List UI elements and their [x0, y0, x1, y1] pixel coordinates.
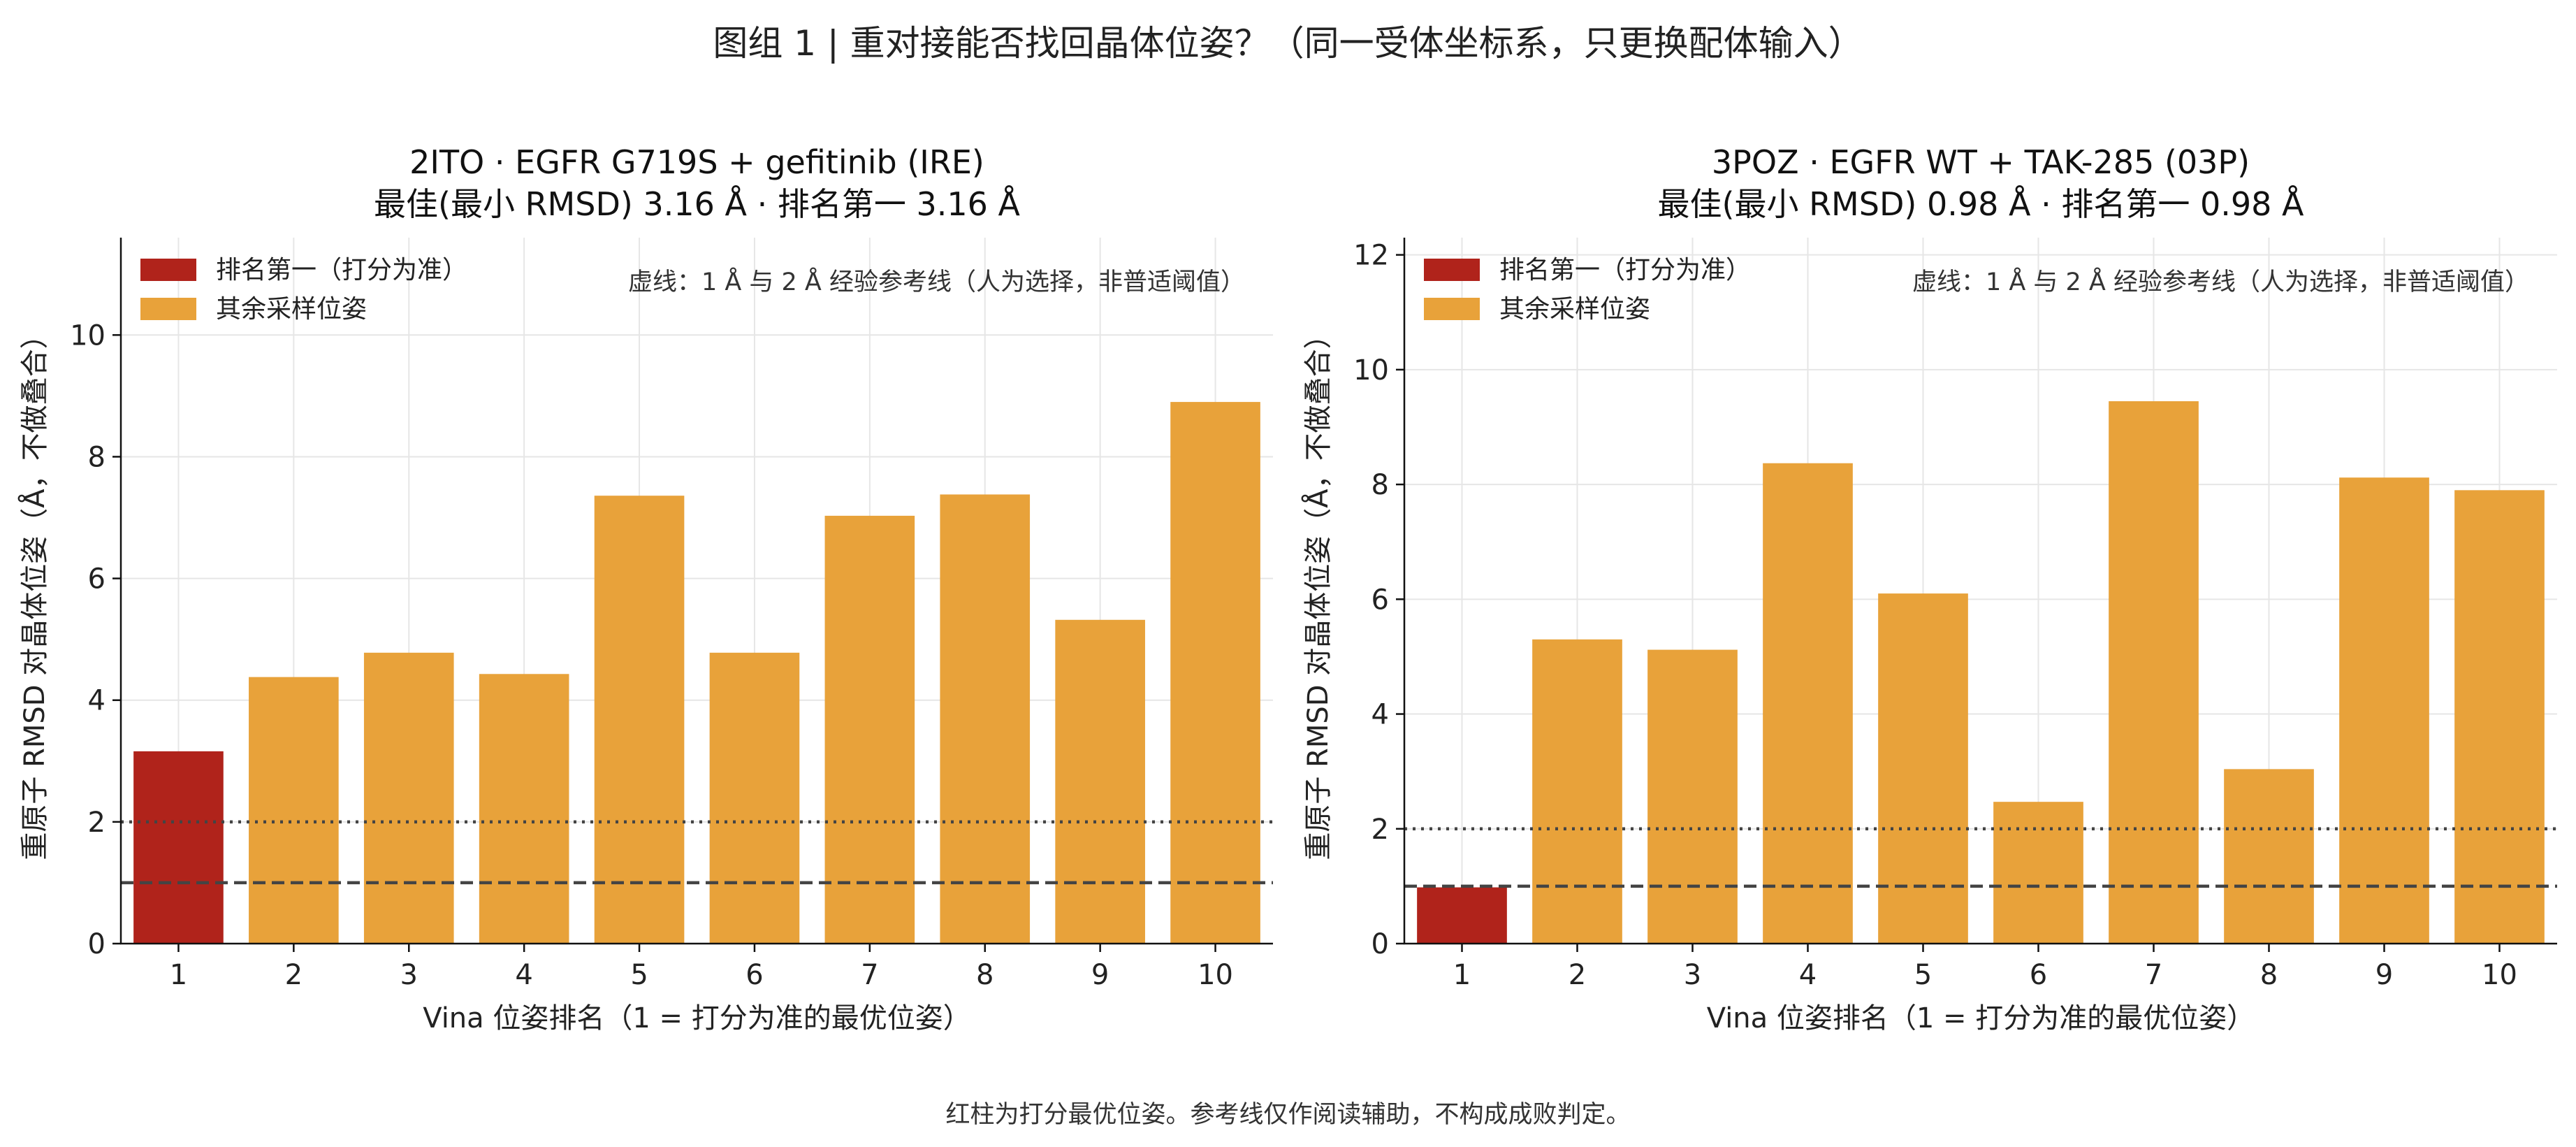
y-tick-label: 10: [70, 319, 105, 352]
bar-pose-6: [1993, 802, 2083, 944]
y-tick-label: 4: [1371, 699, 1389, 731]
x-tick-label: 8: [2260, 959, 2278, 991]
legend-swatch-2: [1424, 298, 1480, 320]
chart-title: 2ITO · EGFR G719S + gefitinib (IRE): [409, 143, 984, 181]
y-tick-label: 0: [1371, 928, 1389, 960]
y-tick-label: 2: [88, 807, 105, 839]
legend-label-2: 其余采样位姿: [216, 295, 367, 324]
bar-pose-7: [824, 515, 915, 944]
bar-pose-9: [1055, 619, 1145, 944]
x-tick-label: 5: [1914, 959, 1932, 991]
y-tick-label: 6: [88, 563, 105, 596]
legend-label-2: 其余采样位姿: [1499, 295, 1650, 324]
x-tick-label: 3: [1684, 959, 1701, 991]
bar-pose-3: [1647, 649, 1738, 944]
y-tick-label: 10: [1353, 354, 1389, 387]
x-tick-label: 1: [1453, 959, 1471, 991]
bar-pose-10: [1170, 402, 1260, 944]
x-tick-label: 10: [1198, 959, 1233, 991]
x-tick-label: 4: [515, 959, 532, 991]
bar-pose-2: [249, 677, 339, 944]
legend-label-1: 排名第一（打分为准）: [1499, 256, 1751, 284]
bar-pose-8: [2224, 769, 2314, 944]
x-tick-label: 1: [170, 959, 187, 991]
figure-footer: 红柱为打分最优位姿。参考线仅作阅读辅助，不构成成败判定。: [945, 1101, 1631, 1129]
x-tick-label: 9: [2375, 959, 2393, 991]
x-tick-label: 10: [2482, 959, 2517, 991]
x-tick-label: 6: [2030, 959, 2047, 991]
chart-subtitle: 最佳(最小 RMSD) 0.98 Å · 排名第一 0.98 Å: [1658, 185, 2304, 223]
bar-pose-3: [363, 652, 454, 944]
y-tick-label: 4: [88, 685, 105, 717]
bar-pose-5: [594, 496, 685, 944]
legend-label-1: 排名第一（打分为准）: [216, 256, 467, 284]
bar-pose-4: [479, 674, 569, 944]
y-tick-label: 2: [1371, 814, 1389, 846]
x-tick-label: 8: [976, 959, 994, 991]
x-tick-label: 7: [2145, 959, 2162, 991]
bar-pose-6: [709, 652, 800, 944]
bar-pose-5: [1878, 593, 1968, 944]
x-tick-label: 2: [285, 959, 303, 991]
bar-pose-1: [1417, 887, 1507, 944]
x-tick-label: 7: [861, 959, 878, 991]
figure-title: 图组 1 | 重对接能否找回晶体位姿？（同一受体坐标系，只更换配体输入）: [713, 23, 1863, 64]
x-tick-label: 6: [745, 959, 763, 991]
bar-pose-7: [2109, 401, 2199, 944]
y-tick-label: 0: [88, 928, 105, 960]
bar-pose-1: [133, 751, 224, 944]
y-axis-label: 重原子 RMSD 对晶体位姿（Å，不做叠合）: [17, 321, 51, 860]
reference-note: 虚线：1 Å 与 2 Å 经验参考线（人为选择，非普适阈值）: [628, 266, 1245, 296]
bar-pose-9: [2339, 477, 2429, 944]
chart-subtitle: 最佳(最小 RMSD) 3.16 Å · 排名第一 3.16 Å: [374, 185, 1020, 223]
y-tick-label: 8: [88, 441, 105, 473]
legend-swatch-2: [140, 298, 196, 320]
bar-pose-4: [1763, 463, 1853, 944]
x-axis-label: Vina 位姿排名（1 = 打分为准的最优位姿）: [1707, 1002, 2255, 1034]
bar-pose-2: [1532, 639, 1622, 944]
reference-note: 虚线：1 Å 与 2 Å 经验参考线（人为选择，非普适阈值）: [1912, 266, 2529, 296]
x-tick-label: 2: [1569, 959, 1586, 991]
chart-title: 3POZ · EGFR WT + TAK-285 (03P): [1712, 143, 2250, 181]
legend-swatch-1: [1424, 259, 1480, 281]
bar-pose-10: [2454, 490, 2545, 944]
x-tick-label: 4: [1799, 959, 1817, 991]
y-tick-label: 12: [1353, 240, 1389, 272]
x-tick-label: 9: [1091, 959, 1109, 991]
bar-pose-8: [940, 494, 1031, 944]
x-tick-label: 3: [400, 959, 418, 991]
legend-swatch-1: [140, 259, 196, 281]
x-axis-label: Vina 位姿排名（1 = 打分为准的最优位姿）: [423, 1002, 971, 1034]
y-tick-label: 6: [1371, 584, 1389, 616]
y-tick-label: 8: [1371, 469, 1389, 501]
x-tick-label: 5: [630, 959, 648, 991]
y-axis-label: 重原子 RMSD 对晶体位姿（Å，不做叠合）: [1301, 321, 1334, 860]
